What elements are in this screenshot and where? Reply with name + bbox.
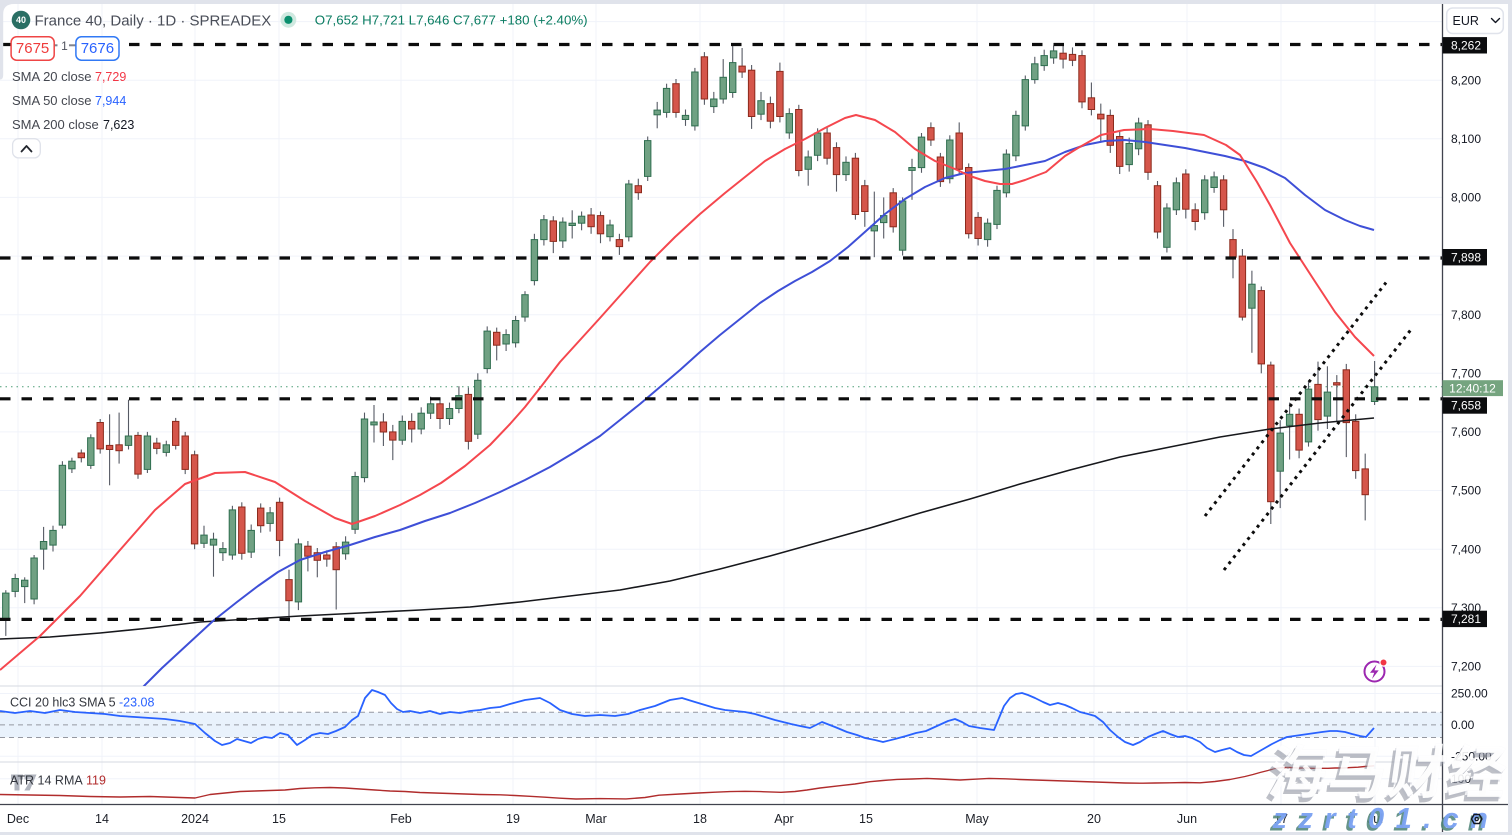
- svg-text:1: 1: [61, 39, 68, 53]
- svg-text:8,000: 8,000: [1451, 191, 1481, 205]
- svg-text:7675: 7675: [16, 40, 49, 57]
- svg-text:O7,652 H7,721 L7,646 C7,677 +1: O7,652 H7,721 L7,646 C7,677 +180 (+2.40%…: [315, 13, 588, 28]
- svg-text:7,600: 7,600: [1451, 425, 1481, 439]
- svg-text:8,200: 8,200: [1451, 73, 1481, 87]
- svg-text:40: 40: [16, 15, 26, 25]
- svg-text:15: 15: [272, 812, 286, 826]
- svg-text:250.00: 250.00: [1451, 687, 1488, 701]
- svg-text:CCI 20 hlc3 SMA 5: CCI 20 hlc3 SMA 5: [10, 696, 116, 710]
- svg-text:Mar: Mar: [585, 812, 607, 826]
- svg-text:7,898: 7,898: [1451, 250, 1481, 264]
- svg-text:May: May: [965, 812, 989, 826]
- svg-text:7,200: 7,200: [1451, 660, 1481, 674]
- svg-text:0.00: 0.00: [1451, 718, 1475, 732]
- svg-text:2024: 2024: [181, 812, 209, 826]
- svg-text:SMA 200 close: SMA 200 close: [12, 117, 99, 132]
- svg-text:France 40, Daily · 1D · SPREAD: France 40, Daily · 1D · SPREADEX: [35, 13, 272, 30]
- svg-text:7,400: 7,400: [1451, 542, 1481, 556]
- svg-text:18: 18: [693, 812, 707, 826]
- svg-text:7,800: 7,800: [1451, 308, 1481, 322]
- svg-text:zzrt01.cn: zzrt01.cn: [1272, 803, 1500, 835]
- svg-text:-23.08: -23.08: [119, 696, 154, 710]
- svg-text:20: 20: [1087, 812, 1101, 826]
- svg-text:8,262: 8,262: [1451, 39, 1481, 53]
- svg-text:7,500: 7,500: [1451, 484, 1481, 498]
- svg-text:Feb: Feb: [390, 812, 412, 826]
- svg-text:7,700: 7,700: [1451, 367, 1481, 381]
- svg-text:8,100: 8,100: [1451, 132, 1481, 146]
- svg-text:7,729: 7,729: [95, 70, 126, 84]
- svg-text:7,623: 7,623: [103, 118, 134, 132]
- svg-text:EUR: EUR: [1453, 14, 1479, 28]
- svg-text:7,944: 7,944: [95, 94, 126, 108]
- svg-text:ATR 14 RMA: ATR 14 RMA: [10, 773, 83, 787]
- svg-text:Jun: Jun: [1177, 812, 1197, 826]
- svg-text:Dec: Dec: [7, 812, 29, 826]
- svg-text:119: 119: [86, 773, 106, 787]
- svg-text:15: 15: [859, 812, 873, 826]
- svg-text:7,281: 7,281: [1451, 612, 1481, 626]
- svg-text:12:40:12: 12:40:12: [1449, 381, 1496, 395]
- svg-text:19: 19: [506, 812, 520, 826]
- svg-text:14: 14: [95, 812, 109, 826]
- svg-text:SMA 20 close: SMA 20 close: [12, 69, 92, 84]
- svg-text:7,658: 7,658: [1451, 399, 1481, 413]
- svg-text:Jul: Jul: [1367, 812, 1383, 826]
- svg-text:7676: 7676: [81, 40, 114, 57]
- svg-text:Apr: Apr: [774, 812, 793, 826]
- svg-text:zzrt01.cn: zzrt01.cn: [1269, 806, 1497, 835]
- svg-text:SMA 50 close: SMA 50 close: [12, 93, 92, 108]
- svg-text:17: 17: [1274, 812, 1288, 826]
